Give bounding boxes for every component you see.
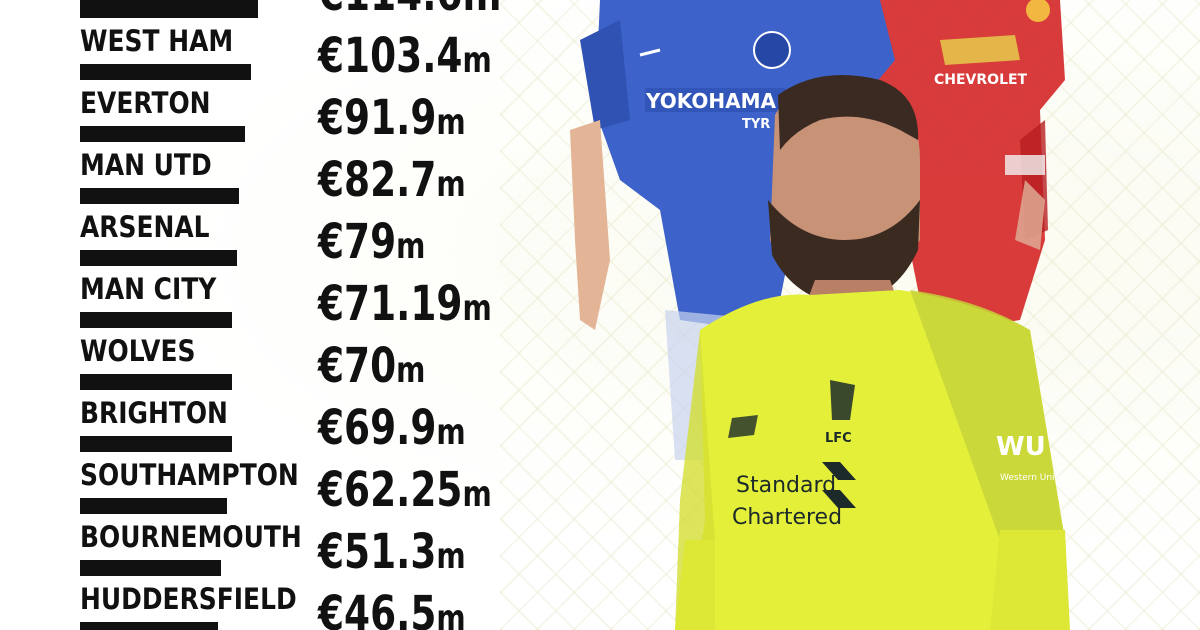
sponsor-line1: Standard xyxy=(736,473,836,498)
row-value-man-utd: €82.7m xyxy=(318,152,466,208)
row-bar-brighton xyxy=(80,436,232,452)
row-bar-everton xyxy=(80,126,245,142)
row-label-bournemouth: BOURNEMOUTH xyxy=(80,520,302,554)
row-value-southampton: €62.25m xyxy=(318,462,492,518)
row-value-west-ham: €103.4m xyxy=(318,28,492,84)
row-value-everton: €91.9m xyxy=(318,90,466,146)
row-label-man-utd: MAN UTD xyxy=(80,148,212,182)
yokohama-text: YOKOHAMA xyxy=(645,89,776,113)
row-value-man-city: €71.19m xyxy=(318,276,492,332)
row-value-arsenal: €79m xyxy=(318,214,426,270)
row-label-brighton: BRIGHTON xyxy=(80,396,228,430)
sleeve-sponsor-text: Western Union xyxy=(1000,473,1066,483)
row-label-huddersfield: HUDDERSFIELD xyxy=(80,582,297,616)
row-value-bournemouth: €51.3m xyxy=(318,524,466,580)
sleeve-wu-text: WU xyxy=(996,432,1046,462)
players-illustration: CHEVROLET YOKOHAMA TYR xyxy=(570,0,1070,630)
lfc-crest-text: LFC xyxy=(825,431,852,446)
row-bar-huddersfield xyxy=(80,622,218,630)
row-label-southampton: SOUTHAMPTON xyxy=(80,458,299,492)
row-bar-west-ham xyxy=(80,64,251,80)
tyres-text: TYR xyxy=(742,117,770,132)
row-value-huddersfield: €46.5m xyxy=(318,586,466,630)
player-right-red-kit: CHEVROLET xyxy=(870,0,1065,330)
row-label-wolves: WOLVES xyxy=(80,334,196,368)
sponsor-line2: Chartered xyxy=(732,505,842,530)
row-label-man-city: MAN CITY xyxy=(80,272,217,306)
row-value-wolves: €70m xyxy=(318,338,426,394)
row-label-arsenal: ARSENAL xyxy=(80,210,210,244)
table-row-bar-top xyxy=(80,0,258,18)
player-center-goalkeeper: Standard Chartered LFC WU Western Union xyxy=(675,75,1070,630)
row-bar-southampton xyxy=(80,498,227,514)
row-value-top: €114.6m xyxy=(318,0,501,20)
row-bar-wolves xyxy=(80,374,232,390)
row-bar-man-utd xyxy=(80,188,239,204)
row-bar-bournemouth xyxy=(80,560,221,576)
chevrolet-text: CHEVROLET xyxy=(934,72,1028,88)
row-bar-arsenal xyxy=(80,250,237,266)
row-value-brighton: €69.9m xyxy=(318,400,466,456)
row-label-west-ham: WEST HAM xyxy=(80,24,234,58)
row-bar-man-city xyxy=(80,312,232,328)
row-label-everton: EVERTON xyxy=(80,86,211,120)
